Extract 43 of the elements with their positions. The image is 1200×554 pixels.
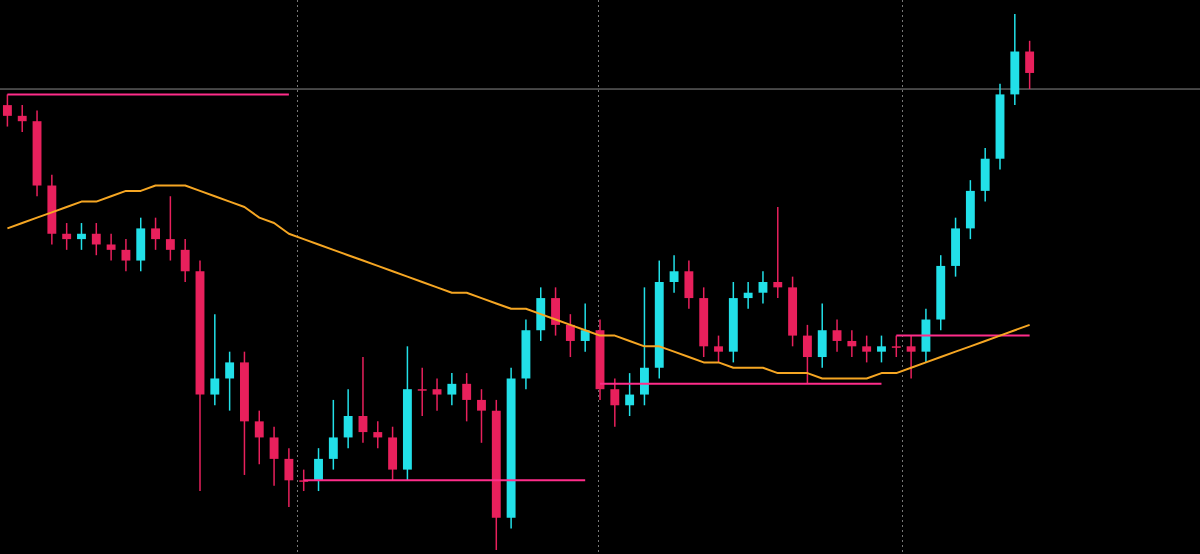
candlestick bbox=[269, 425, 279, 487]
candlestick bbox=[447, 372, 457, 407]
candlestick bbox=[17, 104, 27, 133]
candlestick bbox=[832, 318, 842, 353]
candlestick bbox=[906, 334, 916, 380]
candlestick bbox=[151, 216, 160, 251]
candlestick bbox=[1025, 40, 1035, 90]
candlestick bbox=[758, 270, 768, 305]
candlestick bbox=[180, 238, 190, 283]
candlestick bbox=[773, 206, 783, 299]
candlestick bbox=[328, 399, 338, 471]
candlestick bbox=[373, 420, 383, 449]
candlestick bbox=[669, 254, 679, 294]
candlestick bbox=[225, 350, 235, 412]
candlestick bbox=[284, 447, 294, 508]
candlestick bbox=[862, 334, 872, 364]
candlestick bbox=[77, 222, 86, 251]
candlestick bbox=[714, 334, 723, 364]
candlestick bbox=[565, 313, 575, 358]
candlestick bbox=[580, 302, 590, 353]
candlestick bbox=[210, 313, 220, 407]
candlestick bbox=[891, 334, 901, 358]
candlestick bbox=[462, 372, 472, 423]
candlestick bbox=[299, 468, 309, 492]
candlestick bbox=[802, 324, 812, 385]
candlestick bbox=[121, 238, 131, 273]
candlestick bbox=[417, 367, 427, 417]
candlestick bbox=[610, 377, 620, 428]
candlestick bbox=[165, 195, 175, 262]
candlestick bbox=[2, 93, 12, 128]
candlestick bbox=[254, 409, 264, 465]
candlestick bbox=[91, 222, 101, 256]
candlestick bbox=[314, 447, 323, 492]
candlestick bbox=[343, 388, 353, 449]
candlestick bbox=[358, 356, 368, 444]
candlestick bbox=[847, 329, 857, 358]
candlestick bbox=[625, 372, 635, 417]
candlestick bbox=[743, 281, 753, 310]
candlestick bbox=[432, 377, 442, 412]
candlestick bbox=[106, 233, 116, 262]
candlestick bbox=[62, 222, 72, 251]
candlestick bbox=[877, 334, 886, 364]
candlestick bbox=[477, 388, 486, 444]
